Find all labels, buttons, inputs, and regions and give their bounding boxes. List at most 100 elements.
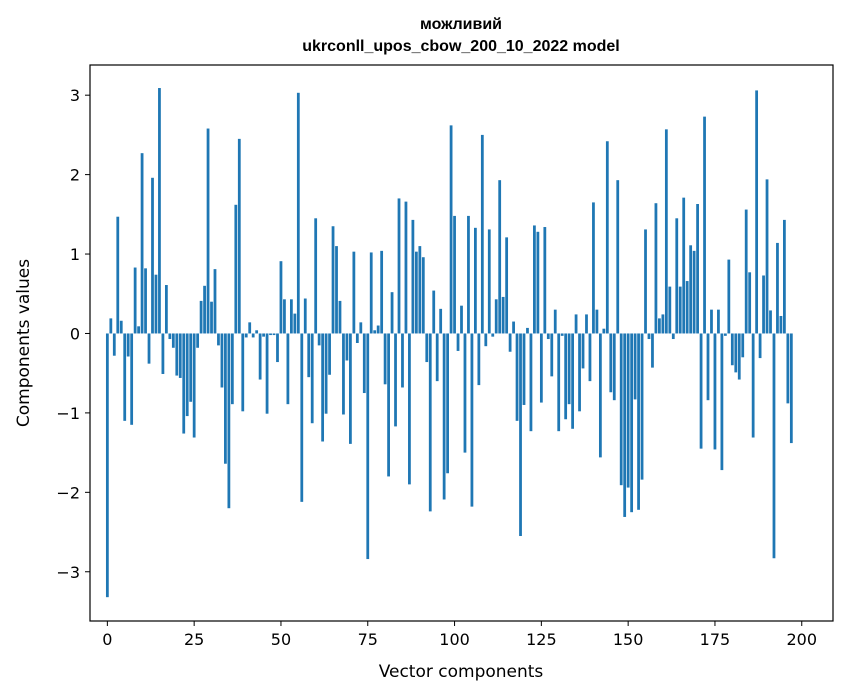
x-tick-label: 75	[358, 630, 378, 649]
bar	[345, 333, 349, 361]
bar	[217, 333, 220, 346]
x-tick-label: 200	[786, 630, 817, 649]
bar	[598, 333, 602, 458]
bar	[192, 333, 196, 438]
bar	[373, 330, 377, 334]
bar	[248, 322, 252, 334]
bar	[439, 308, 443, 334]
bar	[578, 333, 581, 412]
bar	[342, 333, 345, 415]
y-tick-label: 3	[70, 86, 80, 105]
y-tick-label: −1	[56, 404, 80, 423]
bar	[789, 333, 793, 444]
x-tick-label: 150	[613, 630, 644, 649]
bar	[255, 330, 259, 334]
bar	[126, 333, 130, 357]
bar	[182, 333, 186, 434]
bar	[352, 251, 356, 334]
bar	[213, 269, 217, 334]
bar	[668, 286, 672, 334]
bar	[210, 301, 213, 334]
bar	[706, 333, 710, 401]
bar	[335, 246, 338, 334]
bar	[408, 333, 411, 485]
bar	[786, 333, 790, 404]
bar	[286, 333, 290, 405]
bar	[151, 177, 154, 334]
bar	[460, 305, 463, 334]
bar	[640, 333, 644, 480]
bar	[491, 333, 495, 337]
bar	[508, 333, 512, 352]
bar	[161, 333, 165, 374]
bar	[588, 333, 592, 382]
bar	[338, 300, 342, 334]
bar	[730, 333, 734, 366]
y-tick-label: 0	[70, 324, 80, 343]
bar	[744, 209, 748, 334]
bar	[411, 219, 415, 334]
bar	[206, 128, 210, 334]
bar	[630, 333, 634, 513]
bar	[317, 333, 321, 346]
bar	[605, 141, 609, 334]
bar	[175, 333, 179, 376]
bar	[224, 333, 227, 464]
bar	[626, 333, 630, 488]
bar	[675, 218, 679, 334]
bar	[227, 333, 231, 509]
bar	[539, 333, 543, 403]
bar	[453, 215, 456, 334]
x-tick-label: 50	[271, 630, 291, 649]
bar	[241, 333, 245, 412]
bar	[279, 261, 283, 334]
bar	[442, 333, 446, 500]
bar	[331, 226, 335, 334]
bar	[359, 322, 363, 334]
bar	[328, 333, 331, 375]
bar	[602, 328, 606, 334]
bar	[515, 333, 519, 421]
bar	[658, 318, 661, 334]
bar	[432, 290, 436, 334]
bar	[276, 333, 279, 363]
x-tick-label: 100	[439, 630, 470, 649]
bar	[769, 310, 772, 334]
bar	[647, 333, 651, 340]
bar	[678, 286, 682, 334]
bar	[158, 88, 161, 334]
bar	[130, 333, 134, 425]
bar	[699, 333, 703, 449]
chart-title: можливий	[420, 16, 502, 33]
bar	[251, 333, 255, 338]
y-axis-ticks: −3 −2 −1 0 1 2 3	[56, 86, 90, 582]
bar	[765, 179, 769, 334]
bar	[737, 333, 741, 380]
bar	[387, 333, 390, 477]
bar	[314, 218, 318, 334]
bar	[519, 333, 522, 537]
bar	[435, 333, 439, 382]
bar	[536, 231, 540, 334]
bar	[269, 333, 272, 336]
bar	[661, 314, 665, 334]
bar	[474, 227, 477, 334]
bar	[751, 333, 755, 438]
x-axis-label: Vector components	[379, 662, 544, 682]
bar	[196, 333, 200, 348]
bar	[727, 259, 731, 334]
bar	[546, 333, 550, 340]
bar	[498, 180, 502, 334]
bar	[321, 333, 325, 442]
bar	[144, 268, 147, 334]
bar	[755, 90, 759, 334]
bar	[567, 333, 571, 405]
bar	[685, 281, 689, 334]
bar	[612, 333, 616, 401]
bar	[682, 197, 686, 334]
bar	[533, 225, 536, 334]
bar	[428, 333, 432, 512]
x-axis-ticks: 0 25 50 75 100 125 150 175 200	[102, 621, 817, 649]
bar	[203, 285, 206, 334]
